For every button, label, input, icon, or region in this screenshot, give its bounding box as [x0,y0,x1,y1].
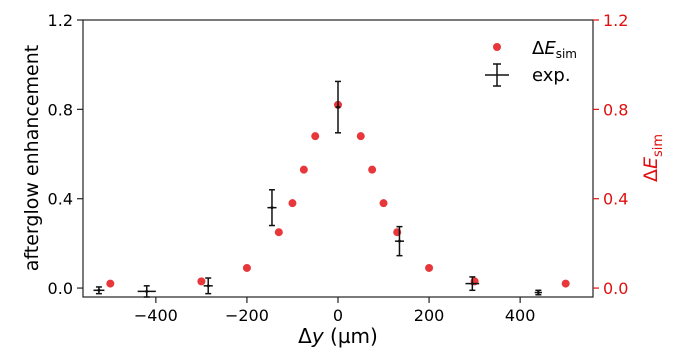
legend-sim-label: ΔEsim [532,38,577,61]
y-axis-label-right: ΔEsim [640,134,666,182]
x-tick-label: 200 [414,306,445,325]
legend-sim-label-var: E [544,38,556,59]
y-axis-label-left: afterglow enhancement [21,45,43,271]
exp-errorbar-point [335,80,341,134]
sim-point [368,165,377,174]
sim-point [311,132,320,141]
legend-exp-label: exp. [532,65,571,86]
sim-point [242,263,251,272]
y-tick-label-left: 0.8 [48,100,73,119]
sim-point [106,279,115,288]
x-tick-label: 400 [505,306,536,325]
sim-point [197,277,206,286]
y-tick-label-left: 1.2 [48,11,73,30]
y-axis-label-right-var: E [640,157,662,169]
exp-errorbar-point [465,276,480,292]
sim-point [561,279,570,288]
y-tick-label-right: 0.0 [603,279,628,298]
exp-errorbar-point [394,225,405,257]
y-tick-label-right: 0.8 [603,100,628,119]
x-tick-label: 0 [333,306,343,325]
legend-exp-marker [485,63,509,87]
x-tick-label: −200 [225,306,269,325]
sim-point [299,165,308,174]
legend: ΔEsim exp. [485,38,577,87]
exp-errorbar-point [93,286,105,295]
y-tick-label-left: 0.4 [48,190,73,209]
sim-point [379,199,388,208]
x-axis-label-var: y [311,324,325,348]
y-axis-label-right-main: Δ [640,169,662,182]
legend-sim-label-main: Δ [532,38,545,59]
plot-frame [82,19,594,298]
exp-errorbar-point [137,285,156,298]
y-tick-label-left: 0.0 [48,279,73,298]
y-axis-label-right-sub: sim [651,134,666,157]
sim-point [274,228,283,237]
x-tick-label: −400 [134,306,178,325]
sim-point [356,132,365,141]
x-axis-label-unit: (µm) [324,324,378,348]
exp-errorbar-point [267,189,277,227]
y-tick-label-right: 1.2 [603,11,628,30]
x-axis-label: Δy (µm) [298,324,378,348]
y-tick-label-right: 0.4 [603,190,628,209]
sim-point [425,263,434,272]
exp-errorbar-point [534,289,542,296]
legend-sim-marker [493,43,501,51]
sim-point [288,199,297,208]
legend-sim-label-sub: sim [556,47,577,61]
exp-errorbar-point [203,277,213,295]
x-axis-label-prefix: Δ [298,324,312,348]
